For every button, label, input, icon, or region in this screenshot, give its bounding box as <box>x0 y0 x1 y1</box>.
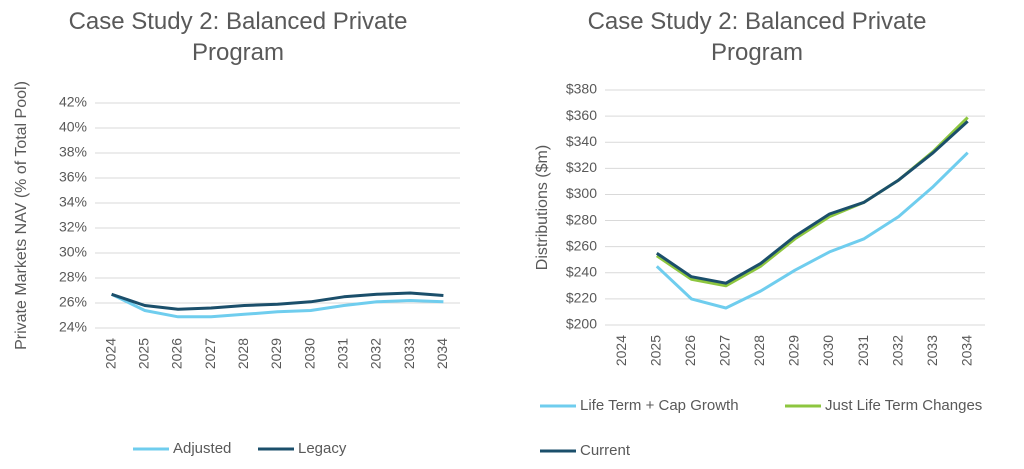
x-tick-label: 2024 <box>102 338 118 369</box>
x-tick-label: 2025 <box>648 335 664 366</box>
x-tick-label: 2026 <box>682 335 698 366</box>
y-tick-label: $320 <box>566 159 597 175</box>
x-tick-label: 2032 <box>368 338 384 369</box>
chart-title: Case Study 2: Balanced Private Program <box>587 8 927 66</box>
y-axis-label: Private Markets NAV (% of Total Pool) <box>13 81 30 350</box>
y-tick-label: 34% <box>59 194 87 210</box>
x-tick-label: 2028 <box>751 335 767 366</box>
y-tick-label: 24% <box>59 319 87 335</box>
x-tick-label: 2028 <box>235 338 251 369</box>
y-tick-label: 42% <box>59 94 87 110</box>
x-tick-label: 2025 <box>135 338 151 369</box>
legend-label: Adjusted <box>173 440 231 457</box>
x-tick-label: 2030 <box>301 338 317 369</box>
y-tick-label: $340 <box>566 133 597 149</box>
legend-label: Just Life Term Changes <box>825 397 982 414</box>
y-tick-label: 32% <box>59 219 87 235</box>
chart-title: Case Study 2: Balanced Private Program <box>68 8 408 66</box>
series-line <box>110 292 444 319</box>
legend-label: Legacy <box>298 440 347 457</box>
x-tick-label: 2029 <box>786 335 802 366</box>
series-line <box>111 291 444 311</box>
x-tick-label: 2029 <box>268 338 284 369</box>
x-tick-label: 2031 <box>855 335 871 366</box>
y-tick-label: $260 <box>566 237 597 253</box>
y-tick-label: 30% <box>59 244 87 260</box>
x-tick-label: 2033 <box>401 338 417 369</box>
x-tick-label: 2033 <box>924 335 940 366</box>
y-tick-label: 40% <box>59 119 87 135</box>
x-tick-label: 2027 <box>717 335 733 366</box>
x-tick-label: 2031 <box>335 338 351 369</box>
x-tick-label: 2034 <box>958 335 974 366</box>
legend-label: Life Term + Cap Growth <box>580 397 739 414</box>
y-tick-label: 38% <box>59 144 87 160</box>
y-axis-label: Distributions ($m) <box>534 145 551 270</box>
x-tick-label: 2027 <box>202 338 218 369</box>
series-line <box>655 151 969 310</box>
y-tick-label: $380 <box>566 81 597 97</box>
y-tick-label: $300 <box>566 185 597 201</box>
y-tick-label: 36% <box>59 169 87 185</box>
x-tick-label: 2032 <box>889 335 905 366</box>
x-tick-label: 2034 <box>434 338 450 369</box>
legend-label: Current <box>580 442 631 459</box>
y-tick-label: $220 <box>566 290 597 306</box>
x-tick-label: 2030 <box>820 335 836 366</box>
y-tick-label: $200 <box>566 316 597 332</box>
x-tick-label: 2026 <box>169 338 185 369</box>
y-tick-label: 28% <box>59 269 87 285</box>
y-tick-label: 26% <box>59 294 87 310</box>
y-tick-label: $280 <box>566 211 597 227</box>
y-tick-label: $360 <box>566 107 597 123</box>
series-line <box>655 120 969 285</box>
y-tick-label: $240 <box>566 263 597 279</box>
x-tick-label: 2024 <box>613 335 629 366</box>
